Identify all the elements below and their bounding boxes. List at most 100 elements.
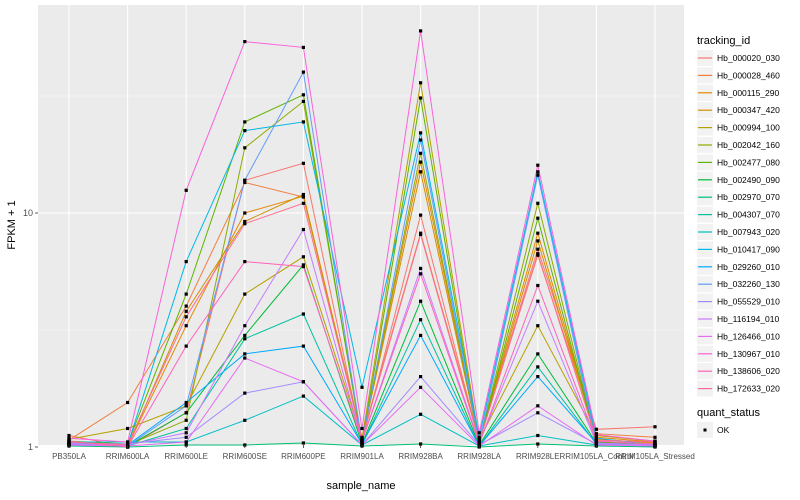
data-point bbox=[243, 292, 247, 296]
data-points bbox=[67, 29, 657, 449]
legend-label: Hb_004307_070 bbox=[717, 210, 780, 220]
data-point bbox=[419, 333, 423, 337]
data-point bbox=[536, 404, 540, 408]
legend-label: Hb_002477_080 bbox=[717, 157, 780, 167]
data-point bbox=[301, 93, 305, 97]
data-point bbox=[536, 283, 540, 288]
x-tick-label: PB350LA bbox=[52, 452, 86, 461]
x-tick-label: RRIM928BA bbox=[398, 452, 443, 461]
grid bbox=[38, 5, 684, 448]
data-point bbox=[594, 433, 598, 437]
data-point bbox=[419, 151, 423, 155]
data-point bbox=[301, 99, 305, 103]
data-point bbox=[536, 247, 540, 251]
data-point bbox=[419, 160, 423, 164]
legend-label: Hb_010417_090 bbox=[717, 244, 780, 254]
data-point bbox=[243, 178, 247, 182]
data-point bbox=[477, 435, 481, 439]
x-tick-label: RRIM928LA bbox=[457, 452, 501, 461]
data-point bbox=[477, 431, 481, 435]
data-point bbox=[536, 252, 540, 256]
data-point bbox=[301, 194, 305, 198]
legend-label: Hb_029260_010 bbox=[717, 262, 780, 272]
data-point bbox=[419, 170, 423, 174]
data-point bbox=[419, 81, 423, 85]
y-tick-label: 10 bbox=[23, 208, 33, 218]
data-point bbox=[536, 324, 540, 328]
data-point bbox=[301, 394, 305, 398]
data-point bbox=[536, 173, 540, 177]
data-point bbox=[653, 425, 657, 429]
data-point bbox=[536, 170, 540, 174]
marker-legend-point bbox=[703, 428, 707, 432]
data-point bbox=[184, 309, 188, 313]
data-point bbox=[360, 439, 364, 443]
data-point bbox=[243, 222, 247, 226]
y-axis: 1 10 bbox=[23, 208, 38, 452]
legend-label: Hb_126466_010 bbox=[717, 331, 780, 341]
data-point bbox=[419, 232, 423, 236]
data-point bbox=[184, 440, 188, 444]
data-point bbox=[243, 337, 247, 341]
data-point bbox=[184, 324, 188, 328]
x-tick-label: RRIM600PE bbox=[281, 452, 325, 461]
data-point bbox=[184, 304, 188, 308]
data-point bbox=[243, 333, 247, 337]
data-point bbox=[419, 375, 423, 379]
legend-label: Hb_032260_130 bbox=[717, 279, 780, 289]
data-point bbox=[301, 120, 305, 124]
data-point bbox=[184, 435, 188, 439]
data-point bbox=[184, 344, 188, 348]
data-point bbox=[126, 426, 130, 431]
data-point bbox=[419, 266, 423, 270]
data-point bbox=[301, 380, 305, 384]
legend-label: Hb_172633_020 bbox=[717, 384, 780, 394]
data-point bbox=[301, 227, 305, 232]
data-point bbox=[184, 426, 188, 431]
data-point bbox=[301, 201, 305, 205]
data-point bbox=[126, 440, 130, 444]
data-point bbox=[419, 138, 423, 142]
x-tick-label: RRIM928LE bbox=[516, 452, 560, 461]
data-point bbox=[477, 438, 481, 442]
x-tick-label: RRIM105LA_Control bbox=[559, 452, 633, 461]
data-point bbox=[184, 292, 188, 296]
legend-label: Hb_130967_010 bbox=[717, 349, 780, 359]
data-point bbox=[243, 352, 247, 356]
legend-label: Hb_000020_030 bbox=[717, 53, 780, 63]
data-point bbox=[184, 431, 188, 435]
data-point bbox=[301, 161, 305, 165]
data-point bbox=[360, 385, 364, 389]
data-point bbox=[243, 180, 247, 185]
data-point bbox=[419, 318, 423, 322]
data-point bbox=[419, 96, 423, 100]
data-point bbox=[243, 211, 247, 215]
data-point bbox=[536, 239, 540, 243]
x-tick-label: RRIM600SE bbox=[223, 452, 267, 461]
data-point bbox=[536, 411, 540, 415]
data-point bbox=[301, 255, 305, 259]
x-tick-label: RRIM105LA_Stressed bbox=[615, 452, 695, 461]
data-point bbox=[419, 131, 423, 135]
marker-legend-label: OK bbox=[717, 425, 730, 435]
data-point bbox=[419, 213, 423, 217]
data-point bbox=[536, 216, 540, 220]
data-point bbox=[243, 391, 247, 395]
data-point bbox=[243, 260, 247, 264]
data-point bbox=[477, 440, 481, 444]
data-point bbox=[243, 40, 247, 44]
legend-label: Hb_007943_020 bbox=[717, 227, 780, 237]
data-point bbox=[243, 129, 247, 133]
data-point bbox=[653, 442, 657, 446]
data-point bbox=[419, 272, 423, 276]
data-point bbox=[243, 219, 247, 224]
legend-label: Hb_000028_460 bbox=[717, 70, 780, 80]
data-point bbox=[419, 412, 423, 416]
data-point bbox=[360, 426, 364, 431]
data-point bbox=[419, 29, 423, 33]
data-point bbox=[653, 435, 657, 439]
legend-label: Hb_002490_090 bbox=[717, 175, 780, 185]
panel-background bbox=[38, 5, 684, 445]
data-point bbox=[184, 404, 188, 408]
